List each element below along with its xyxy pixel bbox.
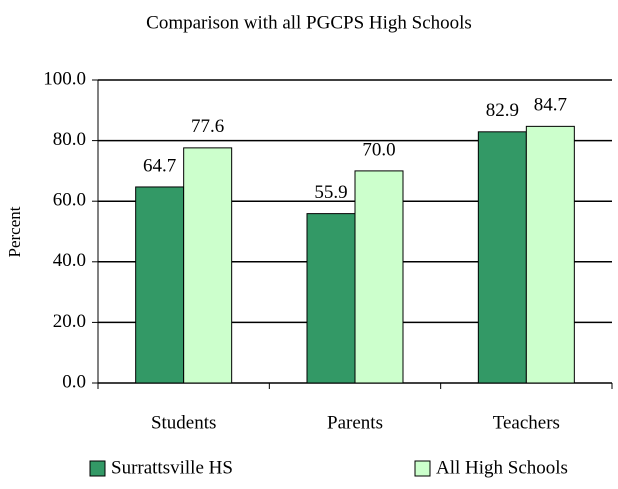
data-label: 55.9: [314, 182, 347, 203]
legend-swatch: [89, 460, 106, 477]
data-label: 84.7: [534, 95, 567, 116]
bar: [477, 131, 527, 384]
bar: [354, 170, 404, 384]
bar: [525, 125, 575, 384]
y-tick-label: 100.0: [43, 68, 86, 89]
data-label: 82.9: [486, 100, 519, 121]
y-axis-label: Percent: [5, 206, 24, 257]
x-tick-label: Teachers: [493, 412, 560, 433]
legend-label: Surrattsville HS: [111, 457, 233, 478]
y-tick-label: 40.0: [53, 250, 86, 271]
legend-swatch: [414, 460, 431, 477]
bar: [183, 147, 233, 384]
bar: [135, 186, 185, 384]
legend-label: All High Schools: [436, 457, 568, 478]
data-label: 64.7: [143, 155, 176, 176]
bar: [306, 213, 356, 384]
y-tick-label: 20.0: [53, 311, 86, 332]
y-tick-label: 0.0: [62, 371, 86, 392]
chart-title: Comparison with all PGCPS High Schools: [146, 12, 472, 33]
y-tick-label: 60.0: [53, 190, 86, 211]
y-tick-label: 80.0: [53, 129, 86, 150]
x-tick-label: Parents: [327, 412, 383, 433]
data-label: 70.0: [362, 139, 395, 160]
data-label: 77.6: [191, 116, 224, 137]
x-tick-label: Students: [151, 412, 216, 433]
